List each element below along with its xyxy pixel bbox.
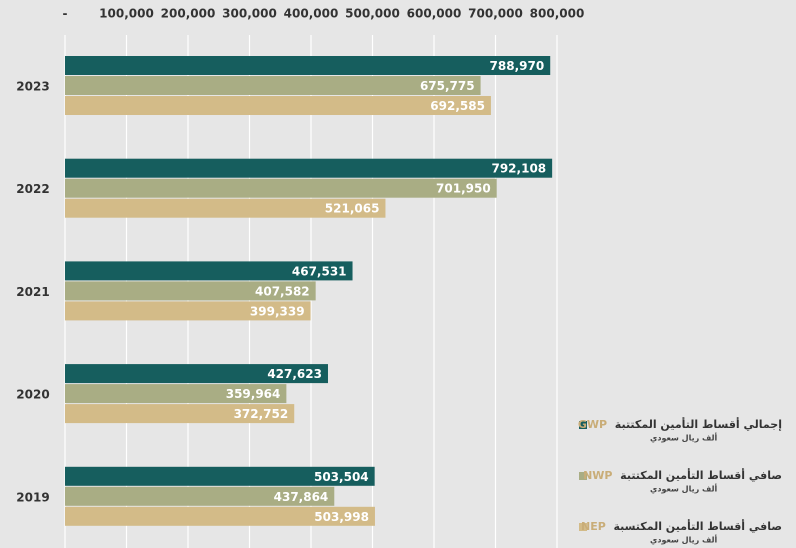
bar xyxy=(65,466,375,486)
legend-marker xyxy=(579,523,587,531)
bar xyxy=(65,384,287,404)
bar xyxy=(65,506,375,526)
legend-label: NEP صافي أقساط التأمين المكتسبة xyxy=(581,519,782,533)
legend-unit: ألف ريال سعودي xyxy=(650,535,717,545)
y-tick-label: 2022 xyxy=(16,182,49,196)
legend-text: صافي أقساط التأمين المكتتبة xyxy=(620,468,782,482)
data-label: 467,531 xyxy=(292,264,347,278)
data-label: 792,108 xyxy=(491,162,546,176)
bar xyxy=(65,56,551,75)
data-label: 427,623 xyxy=(267,367,322,381)
bar xyxy=(65,281,316,301)
legend-label: GWP إجمالي أقساط التأمين المكتتبة xyxy=(578,417,782,431)
legend-unit: ألف ريال سعودي xyxy=(650,484,717,494)
bar xyxy=(65,364,328,384)
legend-space xyxy=(612,469,620,482)
bar xyxy=(65,76,481,95)
y-tick-label: 2020 xyxy=(16,388,49,402)
data-label: 675,775 xyxy=(420,79,475,93)
legend-text: صافي أقساط التأمين المكتسبة xyxy=(613,519,782,533)
legend-code: NEP xyxy=(581,520,606,533)
bar xyxy=(65,261,353,281)
y-tick-label: 2021 xyxy=(16,285,49,299)
data-label: 437,864 xyxy=(274,490,329,504)
legend-label: NWP صافي أقساط التأمين المكتتبة xyxy=(583,468,782,482)
x-tick-label: 200,000 xyxy=(161,7,216,21)
data-label: 788,970 xyxy=(490,59,545,73)
legend-marker xyxy=(579,472,587,480)
data-label: 701,950 xyxy=(436,182,491,196)
bar xyxy=(65,404,295,424)
x-tick-label: 700,000 xyxy=(468,7,523,21)
data-label: 692,585 xyxy=(430,99,485,113)
data-label: 359,964 xyxy=(226,387,281,401)
legend-code: GWP xyxy=(578,418,607,431)
x-tick-label: - xyxy=(63,7,68,21)
bar xyxy=(65,96,491,115)
data-label: 372,752 xyxy=(234,407,289,421)
legend-code: NWP xyxy=(583,469,612,482)
data-label: 399,339 xyxy=(250,304,305,318)
y-tick-label: 2019 xyxy=(16,490,49,504)
data-label: 407,582 xyxy=(255,284,310,298)
bar xyxy=(65,178,497,198)
legend-space xyxy=(606,520,614,533)
data-label: 503,998 xyxy=(314,510,369,524)
x-tick-label: 500,000 xyxy=(345,7,400,21)
y-tick-label: 2023 xyxy=(16,80,49,94)
x-tick-label: 800,000 xyxy=(530,7,585,21)
x-tick-label: 400,000 xyxy=(284,7,339,21)
legend-unit: ألف ريال سعودي xyxy=(650,433,717,443)
bar xyxy=(65,158,553,178)
legend-text: إجمالي أقساط التأمين المكتتبة xyxy=(615,417,782,431)
legend-marker xyxy=(579,421,587,429)
legend-space xyxy=(607,418,615,431)
x-tick-label: 600,000 xyxy=(407,7,462,21)
data-label: 521,065 xyxy=(325,202,380,216)
x-tick-label: 300,000 xyxy=(222,7,277,21)
bar xyxy=(65,486,335,506)
x-tick-label: 100,000 xyxy=(99,7,154,21)
bar xyxy=(65,301,311,321)
bar xyxy=(65,198,386,218)
data-label: 503,504 xyxy=(314,470,369,484)
